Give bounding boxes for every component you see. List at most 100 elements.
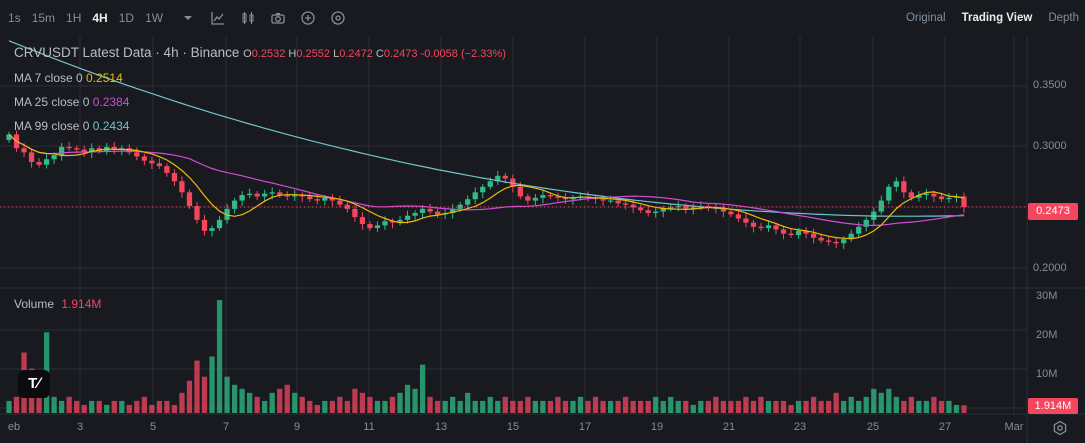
timeframe-1w[interactable]: 1W — [145, 11, 164, 25]
candle-body — [547, 195, 554, 197]
volume-bar — [803, 400, 809, 413]
timeframe-15m[interactable]: 15m — [31, 11, 56, 25]
volume-bar — [254, 396, 260, 413]
timeframe-1d[interactable]: 1D — [118, 11, 135, 25]
candle-body — [359, 217, 366, 224]
candle-body — [818, 237, 824, 241]
candle-body — [337, 200, 343, 205]
volume-bar — [246, 392, 253, 413]
volume-bar — [592, 396, 599, 413]
candle-body — [765, 225, 772, 229]
ma99-line — [8, 40, 965, 217]
close-value: 0.2473 — [383, 48, 418, 60]
volume-bar — [856, 400, 862, 413]
legend-ma25[interactable]: MA 25 close 0 0.2384 — [14, 95, 130, 109]
view-trading-view[interactable]: Trading View — [961, 12, 1033, 24]
volume-bar — [826, 400, 832, 413]
ma7-value: 0.2514 — [86, 71, 123, 85]
candle-body — [600, 199, 606, 201]
candle-body — [555, 196, 561, 198]
volume-bar — [442, 400, 448, 413]
date-tick: 19 — [650, 421, 664, 433]
plus-circle-icon[interactable] — [300, 10, 316, 26]
candle-type-icon[interactable] — [240, 10, 256, 26]
candle-body — [728, 211, 734, 215]
candle-body — [562, 197, 569, 200]
candlestick-chart[interactable] — [0, 36, 1085, 443]
settings-circle-icon[interactable] — [330, 10, 346, 26]
chevron-down-icon[interactable] — [180, 10, 196, 26]
candle-body — [735, 214, 742, 219]
date-tick: Mar — [1004, 421, 1024, 433]
volume-bar — [780, 400, 787, 413]
timeframe-1h[interactable]: 1H — [66, 11, 82, 25]
candle-body — [878, 200, 884, 212]
legend-ma99[interactable]: MA 99 close 0 0.2434 — [14, 119, 130, 133]
candle-body — [179, 181, 185, 193]
volume-bar — [946, 400, 952, 413]
date-tick: 7 — [222, 421, 230, 433]
tradingview-logo[interactable]: T∕ — [18, 370, 50, 398]
date-tick: 5 — [149, 421, 157, 433]
candle-body — [277, 192, 283, 196]
candle-body — [638, 207, 644, 211]
volume-bar — [134, 400, 140, 413]
volume-bar — [292, 392, 298, 413]
candle-body — [314, 199, 320, 201]
volume-bar — [795, 400, 802, 413]
volume-bar — [89, 400, 95, 413]
candle-body — [209, 228, 215, 231]
volume-bar — [119, 400, 125, 413]
volume-bar — [51, 396, 57, 413]
volume-bar — [607, 400, 614, 413]
timeframe-4h[interactable]: 4H — [92, 11, 108, 25]
date-tick: 11 — [363, 421, 375, 433]
volume-bar — [638, 400, 644, 413]
candle-body — [803, 230, 809, 234]
candle-body — [397, 219, 403, 223]
candle-body — [810, 233, 817, 238]
volume-bar — [720, 400, 727, 413]
candle-body — [141, 156, 147, 161]
volume-bar — [878, 392, 884, 413]
date-tick: 21 — [722, 421, 736, 433]
camera-icon[interactable] — [270, 10, 286, 26]
candle-body — [502, 175, 508, 179]
symbol-title: CRVUSDT Latest Data · 4h · Binance — [14, 45, 240, 60]
candle-body — [156, 163, 163, 167]
volume-bar — [916, 400, 922, 413]
candle-body — [307, 196, 313, 200]
volume-tick: 10M — [1036, 368, 1058, 380]
view-depth[interactable]: Depth — [1048, 12, 1079, 24]
price-tick: 0.3000 — [1033, 140, 1067, 152]
volume-bar — [224, 376, 230, 413]
volume-bar — [450, 396, 456, 413]
view-original[interactable]: Original — [905, 12, 946, 24]
volume-bar — [367, 396, 373, 413]
volume-bar — [931, 396, 937, 413]
legend-ma7[interactable]: MA 7 close 0 0.2514 — [14, 71, 123, 85]
high-value: 0.2552 — [296, 48, 331, 60]
candle-body — [134, 152, 140, 157]
gear-icon[interactable] — [1052, 420, 1068, 436]
date-tick: 3 — [76, 421, 84, 433]
volume-bar — [705, 400, 711, 413]
volume-bar — [547, 400, 554, 413]
legend-volume[interactable]: Volume 1.914M — [14, 297, 102, 311]
volume-bar — [653, 396, 659, 413]
candle-body — [690, 207, 696, 209]
candle-body — [374, 225, 381, 229]
open-value: 0.2532 — [251, 48, 286, 60]
volume-bar — [810, 396, 817, 413]
volume-bar — [818, 400, 824, 413]
candle-body — [908, 192, 914, 198]
candle-body — [59, 146, 65, 156]
candle-body — [329, 197, 335, 201]
candle-body — [893, 181, 899, 187]
volume-bar — [540, 400, 546, 413]
volume-bar — [833, 392, 839, 413]
indicator-icon[interactable] — [210, 10, 226, 26]
volume-bar — [668, 396, 674, 413]
timeframe-1s[interactable]: 1s — [8, 11, 21, 25]
candle-body — [487, 181, 493, 187]
